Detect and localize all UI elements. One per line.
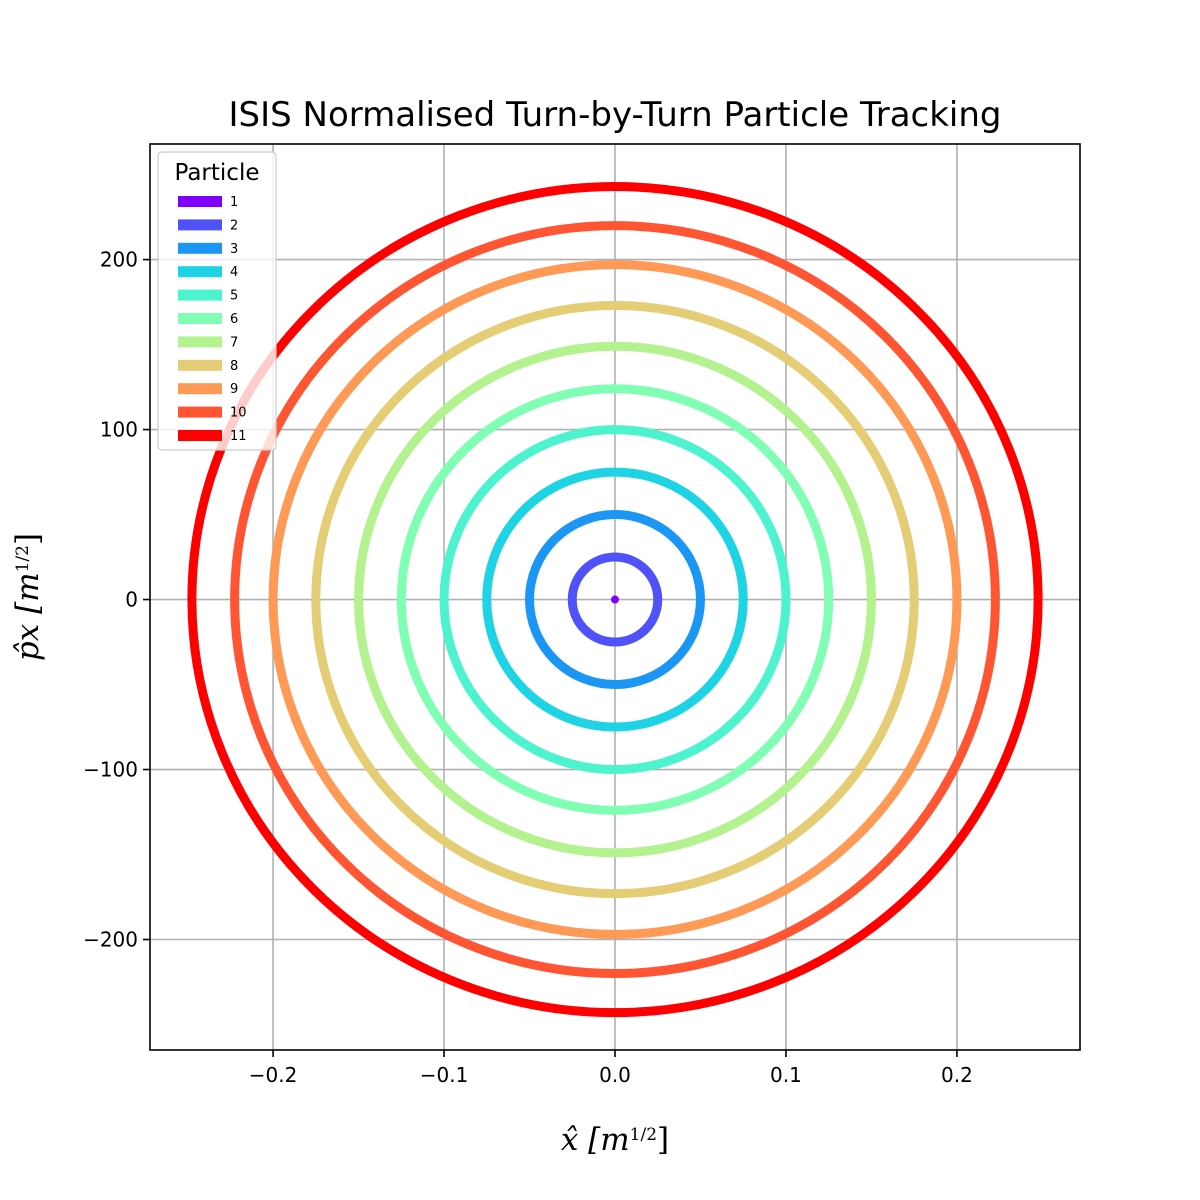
legend-swatch-10 [178, 406, 222, 418]
y-tick-label: 200 [100, 248, 138, 272]
legend-label-11: 11 [230, 429, 247, 444]
legend-swatch-1 [178, 196, 222, 207]
legend-swatch-4 [178, 266, 222, 278]
y-tick-label: 0 [125, 588, 138, 612]
particle-6-ring [396, 384, 834, 815]
y-tick-label: −100 [83, 758, 138, 782]
particle-2-ring [567, 552, 663, 647]
data-rings [187, 181, 1043, 1018]
x-axis-label: x̂ [m1/2] [561, 1122, 669, 1158]
particle-1-point [611, 595, 619, 604]
legend-swatch-6 [178, 313, 222, 324]
legend-swatch-9 [178, 383, 222, 395]
chart-title: ISIS Normalised Turn-by-Turn Particle Tr… [229, 95, 1002, 135]
particle-3-ring [525, 510, 705, 690]
particle-10-ring [230, 221, 1000, 979]
legend-label-2: 2 [230, 218, 238, 233]
y-axis-label-exponent: 1/2 [13, 545, 33, 572]
particle-11-ring [187, 181, 1043, 1018]
legend-label-9: 9 [230, 382, 238, 397]
y-axis-label-main: p̂x [m [10, 572, 46, 661]
y-axis-label-close: ] [10, 533, 46, 545]
particle-8-ring [311, 300, 919, 899]
x-axis-label-close: ] [657, 1122, 669, 1158]
x-axis-label-exponent: 1/2 [630, 1125, 657, 1145]
x-axis-label-main: x̂ [m [561, 1122, 630, 1158]
y-axis-label: p̂x [m1/2] [10, 533, 46, 661]
particle-7-ring [354, 341, 876, 858]
y-tick-label: −200 [83, 928, 138, 952]
legend-label-1: 1 [230, 195, 238, 210]
legend-items: 1 2 3 4 5 6 7 8 9 10 11 [178, 195, 247, 444]
particle-5-ring [439, 425, 791, 775]
legend: Particle 1 2 3 4 5 6 7 8 9 10 11 [157, 151, 277, 451]
x-tick-label: 0.1 [770, 1063, 802, 1087]
legend-label-6: 6 [230, 312, 238, 327]
y-ticks: 200 100 0 −100 −200 [83, 248, 150, 952]
legend-label-7: 7 [230, 335, 238, 350]
legend-label-3: 3 [230, 242, 238, 257]
legend-label-10: 10 [230, 406, 247, 421]
particle-4-ring [482, 467, 748, 732]
particle-9-ring [268, 260, 962, 939]
y-tick-label: 100 [100, 418, 138, 442]
x-tick-label: −0.2 [249, 1063, 298, 1087]
legend-swatch-5 [178, 289, 222, 301]
x-ticks: −0.2 −0.1 0.0 0.1 0.2 [249, 1050, 973, 1087]
legend-label-4: 4 [230, 265, 238, 280]
legend-swatch-7 [178, 336, 222, 348]
x-tick-label: 0.0 [599, 1063, 631, 1087]
legend-label-8: 8 [230, 359, 238, 374]
legend-swatch-3 [178, 242, 222, 254]
legend-title: Particle [175, 160, 260, 186]
legend-swatch-11 [178, 430, 222, 441]
legend-swatch-2 [178, 219, 222, 231]
x-tick-label: 0.2 [941, 1063, 973, 1087]
x-tick-label: −0.1 [420, 1063, 469, 1087]
legend-label-5: 5 [230, 289, 238, 304]
legend-swatch-8 [178, 359, 222, 371]
